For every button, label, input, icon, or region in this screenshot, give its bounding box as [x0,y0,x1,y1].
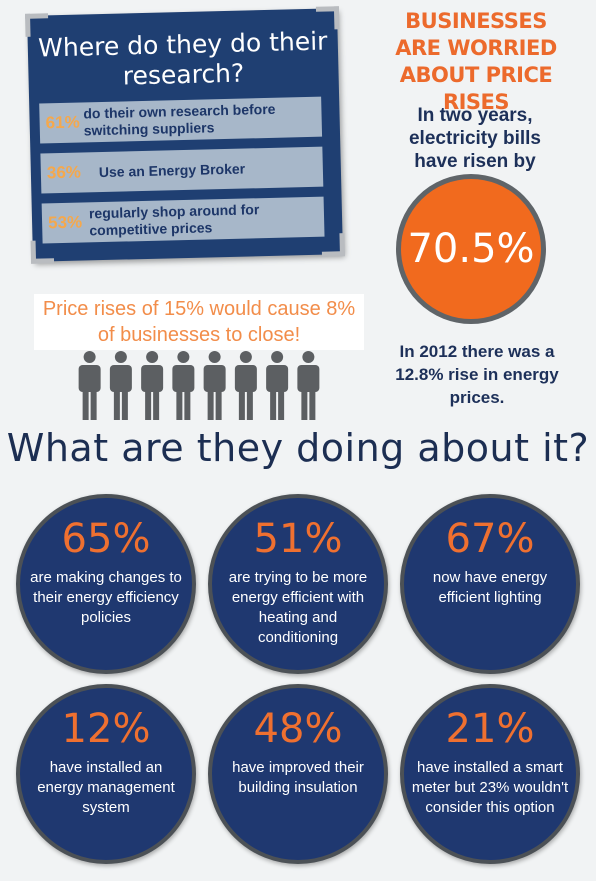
price-rises-callout: Price rises of 15% would cause 8% of bus… [34,294,364,350]
research-row-pct: 53% [47,212,83,233]
person-icon [109,351,132,420]
stat-circle: 65% are making changes to their energy e… [16,494,196,674]
research-row-text: Use an Energy Broker [98,160,246,180]
stat-pct: 12% [61,706,151,752]
research-row: 53% regularly shop around for competitiv… [41,196,325,244]
stat-circle: 21% have installed a smart meter but 23%… [400,684,580,864]
stat-pct: 48% [253,706,343,752]
note-2012: In 2012 there was a 12.8% rise in energy… [395,342,559,407]
person-icon [141,351,164,420]
research-panel: Where do they do their research? 61% do … [24,6,346,264]
people-icons [78,351,320,420]
stat-desc: are making changes to their energy effic… [30,569,182,626]
person-icon [172,351,195,420]
stat-desc: have installed an energy management syst… [37,759,175,816]
research-row: 61% do their own research before switchi… [39,96,323,144]
stat-pct: 51% [253,516,343,562]
research-row: 36% Use an Energy Broker [40,146,324,194]
stat-pct: 67% [445,516,535,562]
stat-circle: 12% have installed an energy management … [16,684,196,864]
stat-desc: are trying to be more energy efficient w… [228,569,368,646]
research-title: Where do they do their research? [37,26,328,91]
person-icon [203,351,226,420]
stat-circle: 51% are trying to be more energy efficie… [208,494,388,674]
stat-desc: have improved their building insulation [232,759,364,796]
bills-value: 70.5% [407,226,535,272]
research-row-pct: 36% [46,162,82,183]
stat-circle: 48% have improved their building insulat… [208,684,388,864]
bills-text: In two years, electricity bills have ris… [408,105,541,172]
person-icon [297,351,320,420]
bills-value-circle: 70.5% [396,174,546,324]
worried-heading: BUSINESSES ARE WORRIED ABOUT PRICE RISES [395,9,557,114]
research-row-pct: 61% [45,112,80,133]
corner-bracket [321,233,346,257]
research-row-text: regularly shop around for competitive pr… [88,201,260,239]
stat-pct: 65% [61,516,151,562]
stat-desc: now have energy efficient lighting [432,569,548,606]
stat-circle: 67% now have energy efficient lighting [400,494,580,674]
stat-pct: 21% [445,706,535,752]
stat-desc: have installed a smart meter but 23% wou… [411,759,569,816]
person-icon [234,351,257,420]
doing-heading: What are they doing about it? [6,426,590,470]
person-icon [78,351,101,420]
research-row-text: do their own research before switching s… [83,100,276,139]
person-icon [266,351,289,420]
corner-bracket [30,240,55,264]
